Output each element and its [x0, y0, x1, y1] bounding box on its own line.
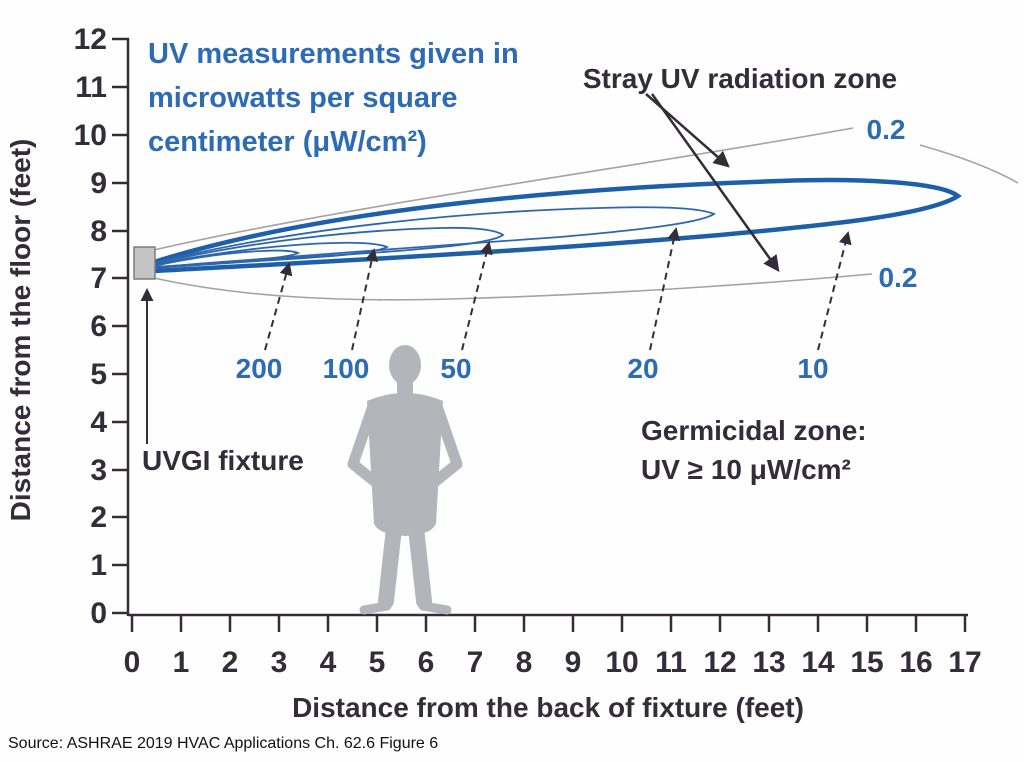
contour-label-0.2-top: 0.2 — [867, 114, 906, 145]
germicidal-zone-label: Germicidal zone: UV ≥ 10 μW/cm² — [641, 415, 867, 485]
y-tick-6: 6 — [90, 310, 107, 343]
x-tick-12: 12 — [703, 646, 736, 679]
silhouette-left-arm — [347, 400, 390, 495]
uv-contours — [151, 127, 1019, 301]
stray-zone-label: Stray UV radiation zone — [583, 63, 897, 94]
x-tick-1: 1 — [173, 646, 190, 679]
y-tick-9: 9 — [90, 167, 107, 200]
silhouette-torso — [367, 393, 443, 524]
silhouette-right-arm — [420, 400, 463, 495]
y-tick-11: 11 — [75, 71, 107, 104]
y-tick-7: 7 — [90, 262, 107, 295]
arrow-stray-2 — [650, 93, 780, 272]
person-silhouette — [347, 345, 463, 615]
x-tick-11: 11 — [655, 646, 687, 679]
leader-arrows — [140, 93, 852, 444]
x-tick-7: 7 — [467, 646, 484, 679]
x-tick-16: 16 — [899, 646, 932, 679]
silhouette-head — [389, 345, 421, 385]
x-tick-8: 8 — [516, 646, 533, 679]
label-bg-02-right — [874, 260, 926, 292]
germicidal-line-1: Germicidal zone: — [641, 415, 867, 446]
x-tick-4: 4 — [320, 646, 337, 679]
label-bg-02-top — [860, 112, 912, 144]
silhouette-right-foot — [418, 601, 452, 615]
contour-0.2-upper-line-cont — [919, 144, 1019, 184]
silhouette-right-leg — [408, 520, 432, 609]
contour-label-10: 10 — [797, 353, 828, 384]
source-citation: Source: ASHRAE 2019 HVAC Applications Ch… — [8, 735, 438, 752]
arrow-100 — [351, 248, 378, 351]
x-tick-0: 0 — [124, 646, 141, 679]
x-tick-3: 3 — [271, 646, 288, 679]
arrow-200 — [264, 262, 293, 351]
y-tick-1: 1 — [90, 549, 107, 582]
y-tick-2: 2 — [90, 501, 107, 534]
axes — [112, 37, 968, 632]
x-tick-9: 9 — [565, 646, 582, 679]
uvgi-fixture-box — [133, 246, 156, 280]
figure-title: UV measurements given in microwatts per … — [148, 38, 519, 158]
x-tick-14: 14 — [801, 646, 835, 679]
x-tick-10: 10 — [605, 646, 638, 679]
x-tick-6: 6 — [418, 646, 435, 679]
y-tick-10: 10 — [74, 119, 107, 152]
contour-100 — [153, 241, 390, 269]
contour-label-100: 100 — [323, 353, 370, 384]
contour-label-20: 20 — [627, 353, 658, 384]
contour-label-0.2-right: 0.2 — [879, 262, 918, 293]
y-tick-marks — [112, 37, 129, 615]
y-tick-3: 3 — [90, 454, 107, 487]
y-tick-8: 8 — [90, 215, 107, 248]
y-tick-5: 5 — [90, 358, 107, 391]
contour-label-50: 50 — [440, 353, 471, 384]
figure-title-line-1: UV measurements given in — [148, 38, 519, 70]
y-tick-12: 12 — [74, 23, 107, 56]
arrow-20 — [649, 227, 681, 351]
x-tick-13: 13 — [752, 646, 785, 679]
figure-title-line-2: microwatts per square — [148, 82, 457, 114]
x-tick-15: 15 — [850, 646, 883, 679]
x-tick-labels: 0 1 2 3 4 5 6 7 8 9 10 11 12 13 14 15 16… — [124, 646, 982, 679]
x-axis-title: Distance from the back of fixture (feet) — [292, 692, 804, 723]
x-tick-2: 2 — [222, 646, 239, 679]
contour-0.2-lower-line — [153, 273, 873, 301]
germicidal-line-2: UV ≥ 10 μW/cm² — [641, 454, 851, 485]
contour-label-200: 200 — [236, 353, 283, 384]
x-tick-17: 17 — [948, 646, 981, 679]
arrow-10 — [817, 231, 852, 351]
x-tick-marks — [130, 616, 967, 632]
silhouette-left-leg — [378, 520, 402, 609]
contour-10 — [151, 177, 962, 274]
y-tick-4: 4 — [90, 406, 107, 439]
figure-title-line-3: centimeter (μW/cm²) — [148, 126, 427, 158]
silhouette-left-foot — [359, 601, 392, 615]
y-axis-title: Distance from the floor (feet) — [5, 139, 36, 522]
uvgi-fixture-label: UVGI fixture — [142, 445, 304, 476]
contour-value-labels: 200 100 50 20 10 — [236, 353, 829, 384]
y-tick-labels: 0 1 2 3 4 5 6 7 8 9 10 11 12 — [74, 23, 108, 630]
contour-200 — [153, 249, 301, 270]
arrow-50 — [461, 241, 493, 351]
contour-20 — [153, 206, 716, 269]
silhouette-pelvis — [374, 508, 436, 536]
contour-0.2-upper-line — [153, 127, 854, 251]
y-tick-0: 0 — [90, 597, 107, 630]
x-tick-5: 5 — [369, 646, 386, 679]
